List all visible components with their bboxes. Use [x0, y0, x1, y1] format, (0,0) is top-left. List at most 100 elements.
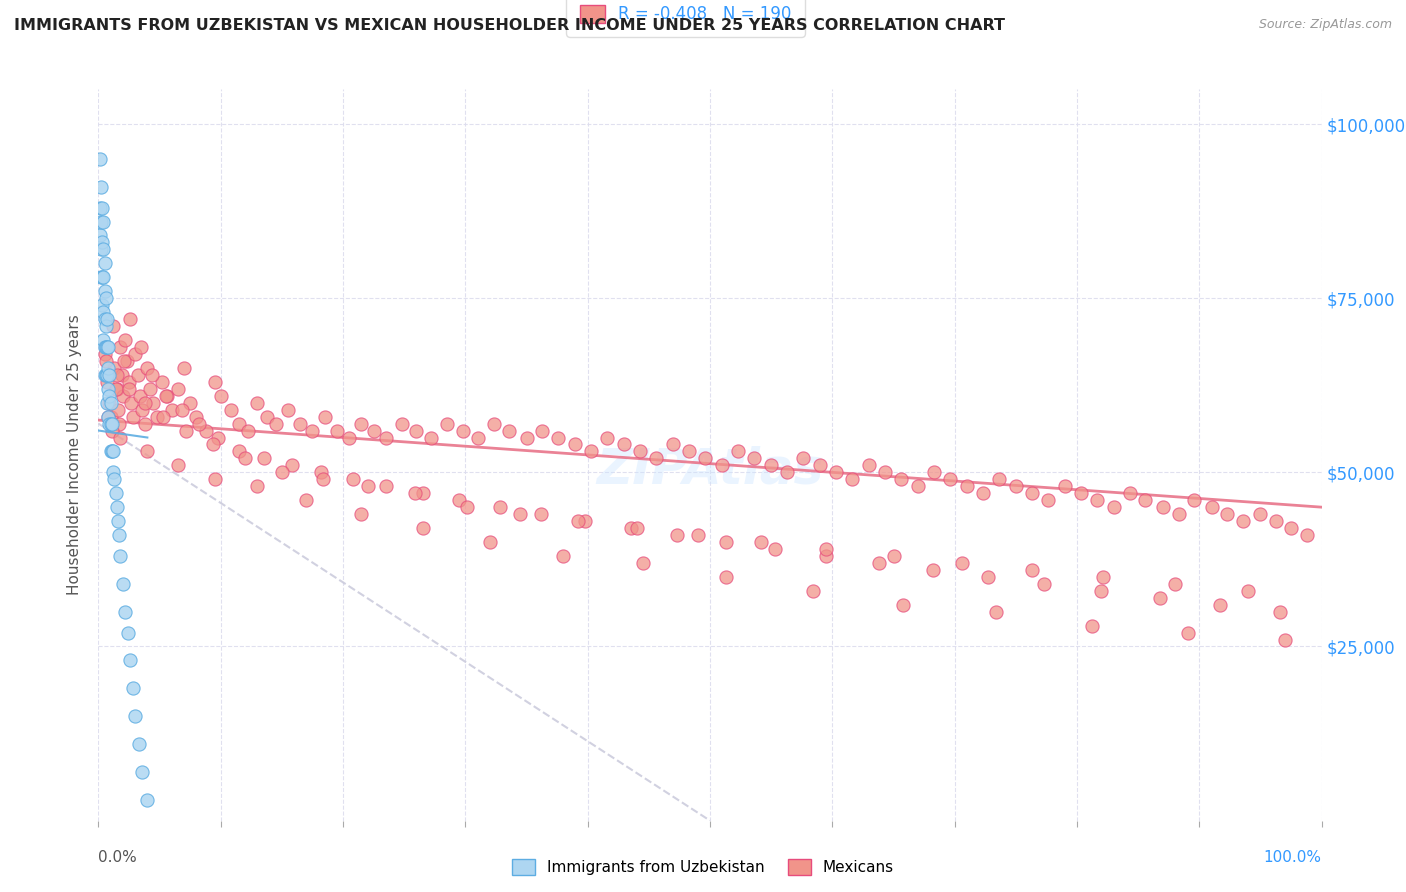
Point — [631, 556, 654, 570]
Point — [93, 368, 115, 382]
Point — [342, 472, 364, 486]
Point — [976, 570, 998, 584]
Point — [128, 737, 150, 751]
Point — [312, 472, 335, 486]
Point — [1209, 598, 1232, 612]
Point — [515, 430, 537, 444]
Point — [1118, 486, 1140, 500]
Point — [207, 430, 229, 444]
Point — [93, 340, 115, 354]
Point — [101, 466, 124, 480]
Point — [129, 340, 152, 354]
Point — [186, 409, 208, 424]
Point — [1091, 570, 1114, 584]
Point — [270, 466, 294, 480]
Point — [890, 472, 912, 486]
Point — [104, 486, 127, 500]
Point — [98, 368, 121, 382]
Point — [97, 360, 120, 375]
Point — [142, 395, 165, 409]
Point — [1177, 625, 1199, 640]
Point — [891, 598, 914, 612]
Point — [1152, 500, 1174, 515]
Point — [93, 284, 115, 298]
Point — [91, 201, 114, 215]
Point — [1080, 618, 1102, 632]
Point — [763, 541, 786, 556]
Point — [179, 395, 201, 409]
Point — [209, 389, 232, 403]
Point — [547, 430, 569, 444]
Point — [90, 243, 112, 257]
Point — [972, 486, 994, 500]
Point — [146, 409, 169, 424]
Point — [131, 764, 153, 779]
Point — [91, 214, 114, 228]
Point — [117, 625, 139, 640]
Text: 100.0%: 100.0% — [1264, 850, 1322, 865]
Point — [167, 382, 190, 396]
Point — [134, 395, 156, 409]
Point — [825, 466, 848, 480]
Point — [742, 451, 765, 466]
Point — [626, 521, 648, 535]
Point — [1036, 493, 1059, 508]
Point — [110, 549, 132, 563]
Point — [202, 437, 225, 451]
Point — [167, 458, 190, 473]
Point — [89, 228, 111, 243]
Point — [94, 368, 117, 382]
Point — [356, 479, 378, 493]
Point — [98, 417, 121, 431]
Point — [456, 500, 478, 515]
Text: ZIPAtlas: ZIPAtlas — [596, 445, 824, 493]
Point — [100, 395, 122, 409]
Point — [129, 389, 152, 403]
Point — [1265, 514, 1288, 528]
Point — [111, 576, 134, 591]
Point — [101, 424, 124, 438]
Point — [420, 430, 443, 444]
Point — [922, 466, 945, 480]
Point — [412, 486, 434, 500]
Point — [695, 451, 717, 466]
Point — [436, 417, 458, 431]
Point — [124, 709, 146, 723]
Point — [1090, 583, 1112, 598]
Point — [96, 340, 118, 354]
Point — [97, 382, 120, 396]
Point — [1102, 500, 1125, 515]
Point — [98, 395, 121, 409]
Point — [246, 395, 269, 409]
Point — [815, 549, 838, 563]
Point — [295, 493, 318, 508]
Point — [91, 305, 114, 319]
Point — [115, 354, 138, 368]
Point — [314, 409, 336, 424]
Point — [111, 368, 134, 382]
Point — [134, 417, 156, 431]
Point — [1135, 493, 1157, 508]
Point — [613, 437, 636, 451]
Point — [101, 319, 124, 334]
Point — [111, 389, 134, 403]
Point — [118, 382, 141, 396]
Point — [1237, 583, 1260, 598]
Point — [956, 479, 979, 493]
Point — [567, 514, 589, 528]
Point — [105, 500, 128, 515]
Point — [127, 368, 149, 382]
Point — [350, 417, 373, 431]
Point — [156, 389, 179, 403]
Text: IMMIGRANTS FROM UZBEKISTAN VS MEXICAN HOUSEHOLDER INCOME UNDER 25 YEARS CORRELAT: IMMIGRANTS FROM UZBEKISTAN VS MEXICAN HO… — [14, 18, 1005, 33]
Point — [91, 270, 114, 285]
Point — [808, 458, 831, 473]
Point — [873, 466, 896, 480]
Point — [107, 514, 129, 528]
Point — [90, 270, 112, 285]
Point — [531, 424, 554, 438]
Point — [1184, 493, 1206, 508]
Point — [97, 340, 120, 354]
Point — [645, 451, 668, 466]
Point — [90, 179, 112, 194]
